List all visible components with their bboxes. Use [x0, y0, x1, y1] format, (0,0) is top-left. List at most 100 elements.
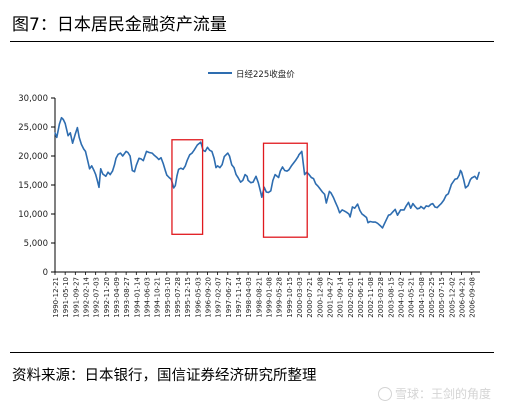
data-point: [270, 190, 272, 192]
x-tick-label: 2002-06-21: [357, 277, 365, 318]
data-point: [193, 149, 195, 151]
data-point: [240, 181, 242, 183]
data-point: [80, 143, 82, 145]
data-point: [449, 186, 452, 188]
data-point: [469, 179, 471, 181]
data-point: [235, 174, 237, 176]
x-tick-label: 2000-03-03: [296, 277, 304, 318]
x-tick-label: 1992-02-14: [82, 276, 90, 317]
data-point: [324, 193, 326, 195]
data-point: [119, 152, 122, 154]
data-point: [259, 190, 262, 192]
data-point: [184, 165, 186, 167]
data-point: [454, 178, 456, 180]
x-tick-label: 1996-05-03: [194, 277, 202, 318]
x-tick-label: 2003-03-28: [377, 277, 385, 318]
data-point: [308, 174, 310, 176]
data-point: [456, 178, 458, 180]
x-tick-label: 2005-12-02: [448, 277, 456, 318]
data-point: [357, 203, 359, 205]
data-point: [363, 215, 365, 217]
data-point: [148, 151, 150, 154]
data-point: [419, 207, 421, 209]
data-point: [223, 156, 225, 158]
y-tick-label: 15,000: [18, 181, 48, 191]
data-point: [138, 157, 140, 159]
data-point: [265, 191, 267, 193]
data-point: [396, 214, 399, 216]
data-point: [100, 168, 102, 170]
data-point: [301, 150, 303, 152]
data-point: [261, 196, 263, 198]
data-point: [304, 174, 306, 176]
y-tick-label: 5,000: [24, 239, 48, 249]
data-point: [182, 168, 184, 170]
highlight-box-1: [171, 139, 204, 235]
data-point: [233, 167, 235, 169]
data-point: [107, 171, 109, 173]
data-point: [459, 169, 462, 172]
x-tick-label: 1999-05-28: [276, 277, 284, 318]
x-tick-label: 1991-09-27: [72, 277, 80, 318]
data-point: [343, 210, 346, 212]
data-point: [217, 165, 219, 167]
data-point: [374, 221, 376, 223]
data-point: [440, 203, 442, 205]
x-tick-label: 2000-07-21: [306, 277, 314, 318]
data-point: [394, 208, 396, 210]
data-point: [180, 167, 182, 169]
data-point: [247, 179, 249, 181]
data-point: [83, 148, 85, 150]
data-point: [365, 216, 368, 219]
data-point: [349, 216, 351, 218]
chart-series: [54, 116, 480, 229]
x-tick-label: 2004-05-21: [408, 277, 416, 318]
x-tick-labels: 1990-12-21 1991-05-10 1991-09-27 1992-02-14…: [52, 276, 477, 317]
data-point: [389, 214, 391, 216]
legend-label: 日经225收盘价: [236, 69, 295, 80]
data-point: [290, 165, 292, 167]
data-point: [237, 176, 239, 179]
data-point: [140, 158, 142, 160]
x-tick-label: 2002-02-01: [347, 277, 355, 318]
data-point: [231, 164, 233, 166]
data-point: [325, 202, 327, 204]
data-point: [72, 142, 74, 144]
x-tick-label: 1995-12-15: [184, 277, 192, 318]
data-point: [392, 211, 394, 213]
chart-axes: [51, 97, 480, 275]
x-tick-label: 1998-04-03: [245, 277, 253, 318]
x-tick-label: 1997-11-14: [235, 276, 243, 317]
data-point: [213, 157, 215, 159]
x-tick-label: 2005-02-25: [428, 277, 436, 318]
data-point: [151, 152, 153, 154]
x-tick-label: 1990-12-21: [52, 277, 60, 318]
data-point: [432, 203, 434, 205]
watermark: 雪球：王剑的角度: [377, 386, 491, 402]
x-tick-label: 2003-08-15: [387, 277, 395, 318]
data-point: [407, 201, 410, 203]
data-point: [58, 123, 61, 125]
data-point: [278, 176, 280, 179]
x-tick-label: 2000-12-08: [316, 277, 324, 318]
data-point: [158, 158, 160, 161]
data-point: [288, 169, 290, 171]
x-tick-label: 2001-04-27: [326, 277, 334, 318]
x-tick-label: 1999-01-08: [265, 277, 273, 318]
data-point: [377, 222, 379, 224]
data-point: [178, 168, 180, 170]
data-point: [427, 205, 430, 208]
data-point: [430, 203, 432, 205]
x-tick-label: 1993-08-27: [123, 277, 131, 318]
data-point: [89, 168, 91, 170]
title-rule: [10, 41, 494, 42]
y-tick-label: 10,000: [18, 210, 48, 220]
data-point: [215, 167, 217, 169]
data-point: [281, 166, 284, 168]
data-point: [279, 170, 281, 172]
data-point: [369, 220, 371, 223]
x-tick-label: 1996-09-20: [204, 277, 212, 318]
x-tick-label: 2001-09-14: [337, 276, 345, 317]
data-point: [284, 169, 286, 172]
